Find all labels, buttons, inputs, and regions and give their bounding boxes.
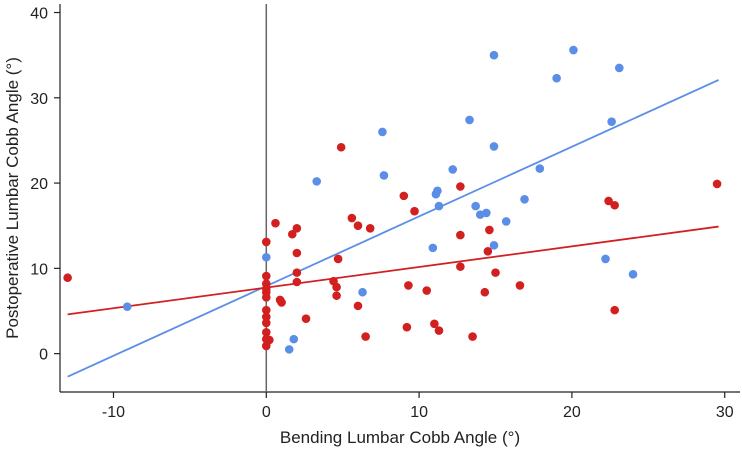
y-tick-label: 10 [30, 261, 48, 278]
data-point-series-2 [353, 221, 363, 231]
data-point-series-1 [379, 171, 389, 180]
data-point-series-2 [292, 268, 302, 277]
data-point-series-2 [261, 318, 271, 328]
data-point-series-2 [261, 305, 271, 315]
data-point-series-1 [289, 334, 299, 344]
data-point-series-2 [361, 332, 370, 341]
data-point-series-2 [402, 322, 412, 332]
data-point-series-1 [358, 287, 367, 297]
data-point-series-2 [277, 298, 286, 307]
data-point-series-2 [515, 281, 525, 290]
data-point-series-2 [399, 191, 409, 201]
data-point-series-1 [312, 177, 322, 186]
data-point-series-2 [604, 196, 613, 206]
data-point-series-2 [261, 312, 271, 322]
data-point-series-2 [332, 291, 341, 300]
data-point-series-1 [628, 270, 638, 279]
data-point-series-2 [485, 225, 494, 235]
data-point-series-2 [287, 229, 297, 239]
data-point-series-1 [569, 45, 578, 55]
data-point-series-1 [520, 194, 529, 204]
data-point-series-2 [456, 230, 465, 240]
data-point-series-2 [422, 286, 432, 295]
data-point-series-2 [332, 282, 341, 292]
data-point-series-1 [535, 164, 545, 173]
data-point-series-2 [292, 277, 302, 287]
data-point-series-1 [489, 142, 499, 151]
data-point-series-2 [456, 182, 465, 191]
data-point-series-1 [482, 208, 491, 218]
x-axis-title: Bending Lumbar Cobb Angle (°) [280, 428, 520, 447]
data-point-series-2 [456, 262, 465, 271]
data-point-series-2 [434, 326, 444, 335]
data-point-series-2 [261, 293, 271, 302]
data-point-series-1 [465, 115, 474, 125]
data-point-series-1 [552, 73, 561, 83]
data-point-series-2 [292, 223, 302, 233]
data-point-series-1 [434, 201, 444, 211]
data-point-series-2 [271, 218, 280, 228]
data-point-series-2 [63, 273, 72, 283]
data-point-series-2 [480, 287, 490, 297]
data-point-series-2 [265, 335, 274, 345]
data-point-series-1 [378, 127, 387, 137]
data-points [63, 45, 722, 354]
data-point-series-2 [712, 179, 722, 189]
data-point-series-2 [336, 142, 346, 152]
x-tick-label: 0 [262, 404, 271, 421]
data-point-series-1 [601, 254, 610, 264]
fit-line-series-1 [67, 79, 719, 378]
y-axis-title: Postoperative Lumbar Cobb Angle (°) [3, 57, 22, 339]
y-tick-label: 0 [39, 347, 48, 364]
data-point-series-2 [404, 281, 413, 290]
x-tick-label: -10 [102, 404, 125, 421]
data-point-series-1 [448, 165, 458, 174]
data-point-series-2 [365, 223, 375, 233]
y-tick-label: 30 [30, 91, 48, 108]
data-point-series-1 [433, 186, 442, 196]
data-point-series-1 [261, 252, 271, 262]
data-point-series-1 [489, 241, 499, 250]
data-point-series-2 [301, 314, 311, 323]
data-point-series-2 [292, 248, 302, 258]
data-point-series-1 [501, 217, 511, 226]
data-point-series-2 [610, 305, 619, 315]
y-tick-label: 40 [30, 6, 48, 23]
data-point-series-2 [491, 268, 500, 277]
data-point-series-2 [353, 301, 363, 311]
data-point-series-2 [483, 246, 493, 256]
data-point-series-2 [468, 332, 477, 341]
fit-line-series-2 [67, 225, 719, 316]
data-point-series-2 [347, 213, 357, 223]
data-point-series-1 [471, 201, 480, 211]
x-tick-label: 10 [410, 404, 428, 421]
data-point-series-2 [333, 254, 343, 264]
data-point-series-1 [284, 345, 294, 354]
data-point-series-1 [428, 243, 438, 253]
axes: -10 0 10 20 30 0 10 20 30 40 [30, 4, 740, 421]
data-point-series-2 [410, 206, 419, 216]
x-tick-label: 30 [716, 404, 734, 421]
fit-lines [67, 79, 719, 378]
data-point-series-1 [614, 63, 624, 73]
data-point-series-2 [610, 200, 619, 210]
y-tick-label: 20 [30, 176, 48, 193]
x-tick-label: 20 [563, 404, 581, 421]
data-point-series-2 [261, 271, 271, 281]
data-point-series-2 [261, 328, 271, 337]
data-point-series-1 [122, 302, 132, 312]
data-point-series-1 [607, 117, 616, 126]
data-point-series-2 [430, 319, 439, 329]
data-point-series-1 [489, 50, 499, 60]
data-point-series-2 [261, 237, 271, 247]
